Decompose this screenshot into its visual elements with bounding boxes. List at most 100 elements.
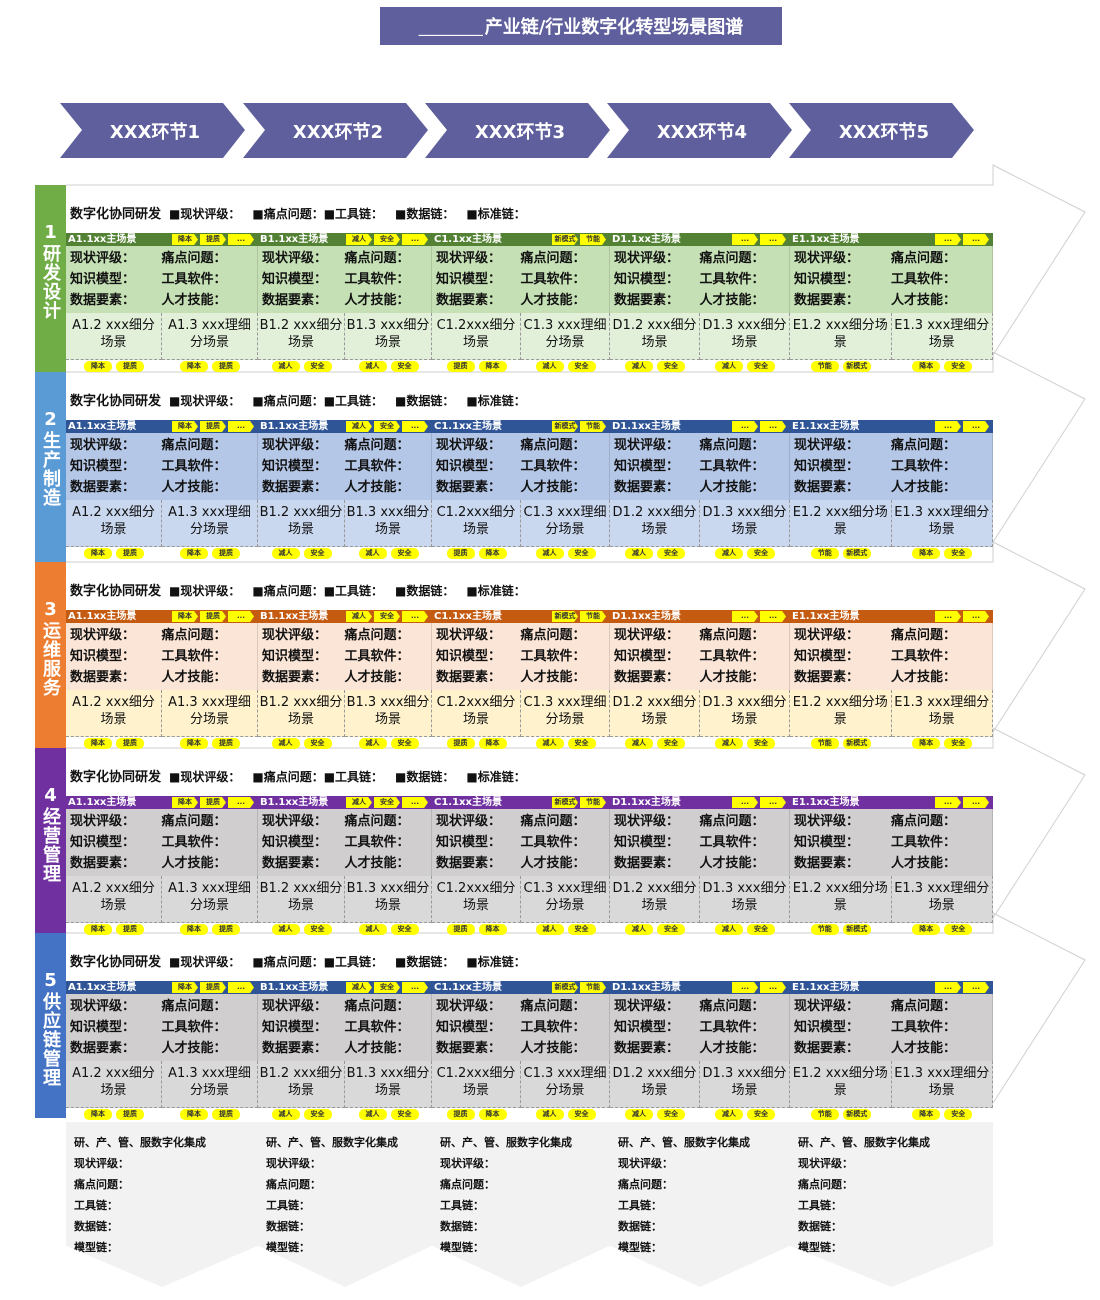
field-label: 数据要素：: [436, 670, 502, 685]
sub-scene: B1.3 xxx细分场景: [345, 876, 432, 923]
integration-line: 痛点问题：: [266, 1178, 321, 1191]
benefit-tag: 新模式: [552, 234, 578, 245]
page-title: ________ 产业链/行业数字化转型场景图谱: [380, 7, 782, 45]
sub-benefit-tag: 提质: [212, 924, 240, 935]
benefit-tag: ...: [963, 234, 989, 245]
row-title-item: ■标准链：: [466, 584, 526, 598]
benefit-tag: ...: [732, 421, 758, 432]
sub-benefit-tag: 降本: [180, 361, 208, 372]
field-label: 工具软件：: [161, 272, 227, 287]
field-label: 痛点问题：: [699, 628, 765, 643]
sub-benefit-tag: 减人: [625, 361, 653, 372]
row-title-main: 数字化协同研发: [70, 584, 162, 599]
section-label: 5 供应链管理: [35, 933, 66, 1118]
sub-benefit-tag: 安全: [567, 1109, 596, 1120]
stage-label: XXX环节2: [292, 121, 384, 143]
field-label: 工具软件：: [891, 835, 957, 850]
field-label: 人才技能：: [344, 856, 410, 871]
field-label: 知识模型：: [262, 1020, 328, 1035]
sub-benefit-tag: 降本: [478, 738, 507, 749]
integration-line: 现状评级：: [798, 1157, 853, 1170]
benefit-tag: 减人: [346, 421, 372, 432]
sub-benefit-tag: 安全: [303, 1109, 332, 1120]
field-label: 工具软件：: [520, 649, 586, 664]
field-label: 人才技能：: [891, 1041, 957, 1056]
field-label: 工具软件：: [161, 459, 227, 474]
benefit-tag: 提质: [200, 421, 226, 432]
field-label: 现状评级：: [614, 814, 680, 829]
row-title-item: ■标准链：: [466, 770, 526, 784]
section-name: 研发设计: [40, 244, 61, 320]
benefit-tag: 降本: [172, 611, 198, 622]
sub-benefit-tag: 安全: [567, 548, 596, 559]
field-label: 痛点问题：: [344, 438, 410, 453]
field-label: 现状评级：: [262, 814, 328, 829]
integration-line: 现状评级：: [74, 1157, 129, 1170]
sub-benefit-tag: 减人: [271, 738, 300, 749]
field-label: 数据要素：: [794, 1041, 860, 1056]
sub-benefit-tag: 减人: [535, 738, 564, 749]
field-label: 现状评级：: [436, 438, 502, 453]
integration-line: 现状评级：: [618, 1157, 673, 1170]
sub-scene: C1.2xxx细分场景: [432, 500, 521, 547]
sub-scene: C1.2xxx细分场景: [432, 690, 521, 737]
row-title-item: ■现状评级：: [169, 770, 241, 784]
field-label: 知识模型：: [614, 1020, 680, 1035]
field-label: 痛点问题：: [344, 814, 410, 829]
section-number: 5: [44, 970, 57, 991]
field-label: 数据要素：: [794, 670, 860, 685]
field-label: 数据要素：: [70, 670, 136, 685]
sub-scene: D1.2 xxx细分场景: [610, 876, 700, 923]
main-scene-header: E1.1xx主场景: [790, 981, 993, 994]
field-label: 数据要素：: [262, 293, 328, 308]
benefit-tag: ...: [935, 611, 961, 622]
sub-scene: E1.2 xxx细分场景: [790, 500, 892, 547]
sub-benefit-tag: 减人: [271, 361, 300, 372]
row-title-item: ■标准链：: [466, 394, 526, 408]
sub-benefit-tag: 降本: [180, 1109, 208, 1120]
integration-line: 痛点问题：: [798, 1178, 853, 1191]
main-scene-body: 现状评级： 痛点问题： 知识模型： 工具软件： 数据要素： 人才技能：: [790, 809, 993, 876]
sub-benefit-tag: 安全: [657, 738, 685, 749]
sub-scene: C1.3 xxx理细分场景: [521, 313, 610, 360]
section-number: 3: [44, 599, 57, 620]
sub-scene: A1.3 xxx理细分场景: [162, 1061, 258, 1108]
benefit-tag: ...: [760, 797, 786, 808]
sub-benefit-tag: 减人: [358, 738, 387, 749]
stage-chevron: [789, 103, 974, 158]
sub-scene: D1.3 xxx细分场景: [700, 313, 790, 360]
benefit-tag: ...: [963, 982, 989, 993]
main-scene-body: 现状评级： 痛点问题： 知识模型： 工具软件： 数据要素： 人才技能：: [610, 994, 790, 1061]
main-scene-body: 现状评级： 痛点问题： 知识模型： 工具软件： 数据要素： 人才技能：: [790, 246, 993, 313]
sub-benefit-tag: 减人: [625, 738, 653, 749]
benefit-tag: 新模式: [552, 982, 578, 993]
benefit-tag: ...: [760, 982, 786, 993]
benefit-tag: 节能: [580, 234, 606, 245]
field-label: 工具软件：: [699, 459, 765, 474]
row-title-item: ■痛点问题：■工具链：: [252, 207, 384, 221]
sub-scene: B1.3 xxx细分场景: [345, 313, 432, 360]
sub-scene: A1.3 xxx理细分场景: [162, 876, 258, 923]
section-name: 供应链管理: [40, 992, 61, 1087]
stage-chevron: [243, 103, 428, 158]
sub-benefit-tag: 安全: [944, 1109, 973, 1120]
field-label: 数据要素：: [436, 293, 502, 308]
field-label: 工具软件：: [520, 835, 586, 850]
stage-label: XXX环节1: [109, 121, 201, 143]
sub-scene: D1.3 xxx细分场景: [700, 1061, 790, 1108]
sub-benefit-tag: 提质: [446, 1109, 475, 1120]
field-label: 工具软件：: [699, 649, 765, 664]
benefit-tag: ...: [935, 234, 961, 245]
benefit-tag: 安全: [374, 421, 400, 432]
sub-scene: D1.2 xxx细分场景: [610, 690, 700, 737]
integration-heading: 研、产、管、服数字化集成: [266, 1136, 398, 1149]
sub-benefit-tag: 安全: [747, 924, 775, 935]
sub-scene: D1.3 xxx细分场景: [700, 690, 790, 737]
field-label: 知识模型：: [262, 272, 328, 287]
row-title-item: ■数据链：: [395, 770, 455, 784]
sub-benefit-tag: 安全: [390, 924, 419, 935]
sub-benefit-tag: 提质: [212, 1109, 240, 1120]
sub-benefit-tag: 减人: [271, 548, 300, 559]
sub-scene: A1.2 xxx细分场景: [66, 1061, 162, 1108]
main-scene-body: 现状评级： 痛点问题： 知识模型： 工具软件： 数据要素： 人才技能：: [66, 246, 258, 313]
